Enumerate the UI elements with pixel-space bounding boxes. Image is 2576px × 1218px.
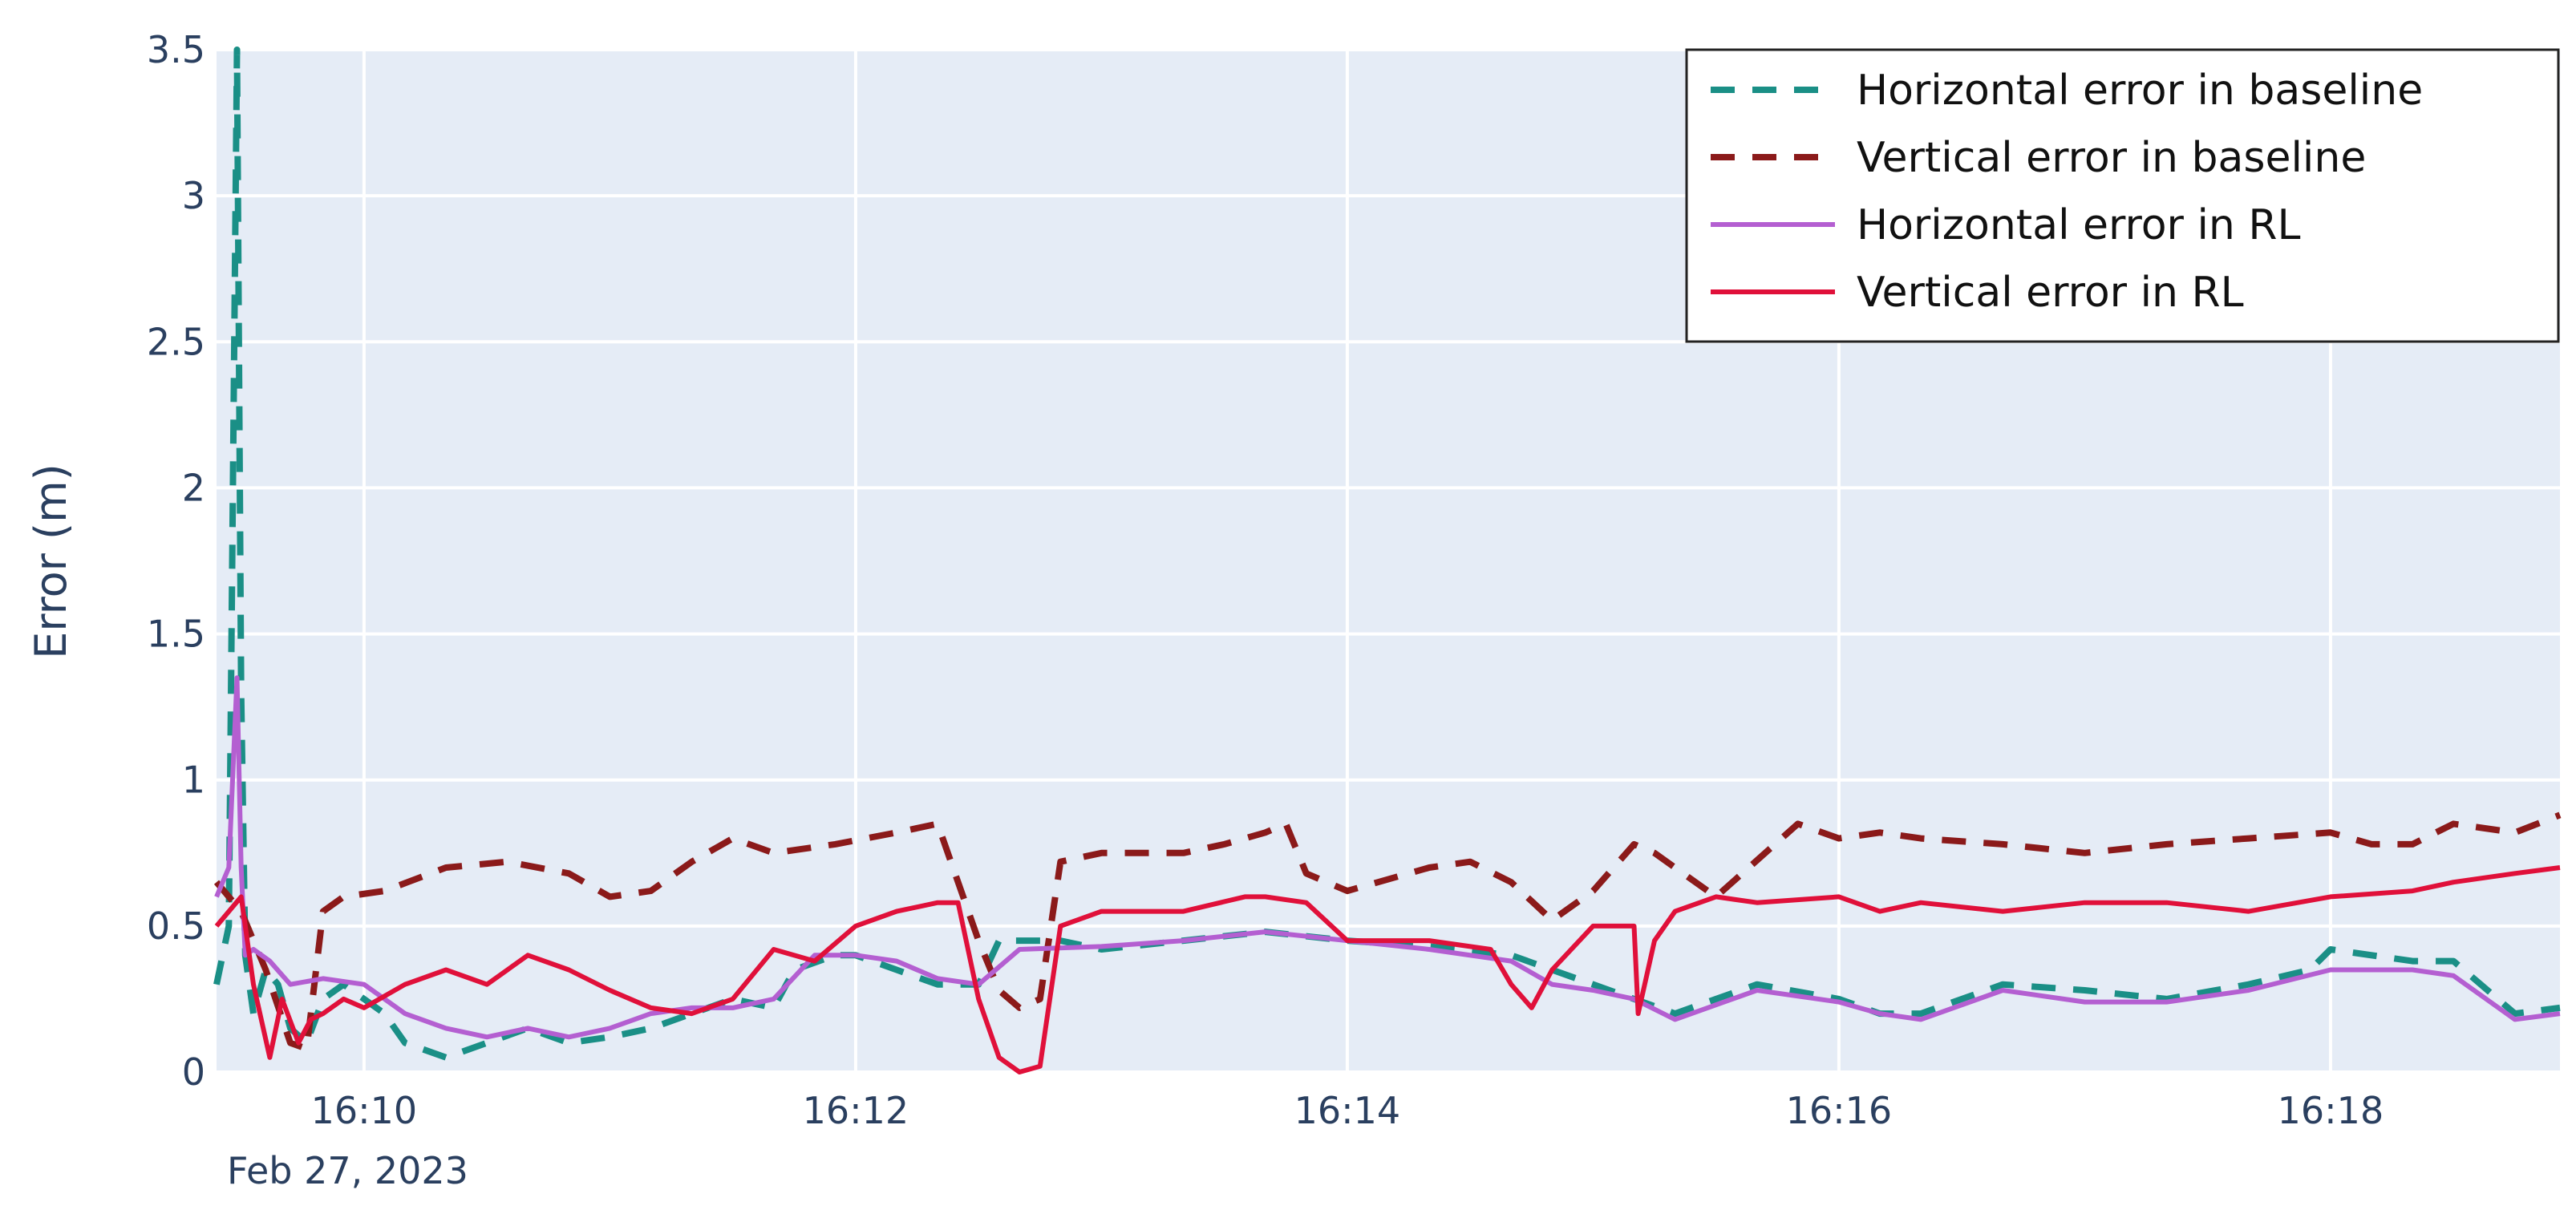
series-line-vertical-baseline xyxy=(213,811,2562,1052)
series-lines xyxy=(213,47,2562,1074)
series-line-vertical-rl xyxy=(214,865,2561,1074)
series-line-horizontal-rl xyxy=(214,675,2561,1040)
y-tick-label: 3.5 xyxy=(147,28,205,71)
y-tick-label: 3 xyxy=(182,174,205,217)
y-tick-labels: 0 0.5 1 1.5 2 2.5 3 3.5 xyxy=(147,28,205,1094)
x-tick-label: 16:10 xyxy=(311,1089,418,1132)
x-tick-label: 16:16 xyxy=(1786,1089,1893,1132)
y-tick-label: 2 xyxy=(182,466,205,509)
x-tick-label: 16:12 xyxy=(803,1089,909,1132)
x-tick-label: 16:18 xyxy=(2278,1089,2384,1132)
y-tick-label: 2.5 xyxy=(147,320,205,363)
y-axis-title: Error (m) xyxy=(26,463,76,659)
x-tick-label: 16:14 xyxy=(1294,1089,1401,1132)
x-tick-labels: 16:10 16:12 16:14 16:16 16:18 xyxy=(311,1089,2384,1132)
legend-label-horizontal-rl: Horizontal error in RL xyxy=(1857,201,2301,249)
x-date-annotation: Feb 27, 2023 xyxy=(227,1149,468,1192)
legend-label-horizontal-baseline: Horizontal error in baseline xyxy=(1857,67,2423,115)
y-tick-label: 1 xyxy=(182,759,205,802)
y-tick-label: 0.5 xyxy=(147,904,205,948)
legend-label-vertical-baseline: Vertical error in baseline xyxy=(1857,134,2366,182)
y-tick-label: 0 xyxy=(182,1050,205,1094)
y-tick-label: 1.5 xyxy=(147,613,205,656)
legend: Horizontal error in baseline Vertical err… xyxy=(1685,48,2560,343)
legend-label-vertical-rl: Vertical error in RL xyxy=(1857,269,2244,317)
